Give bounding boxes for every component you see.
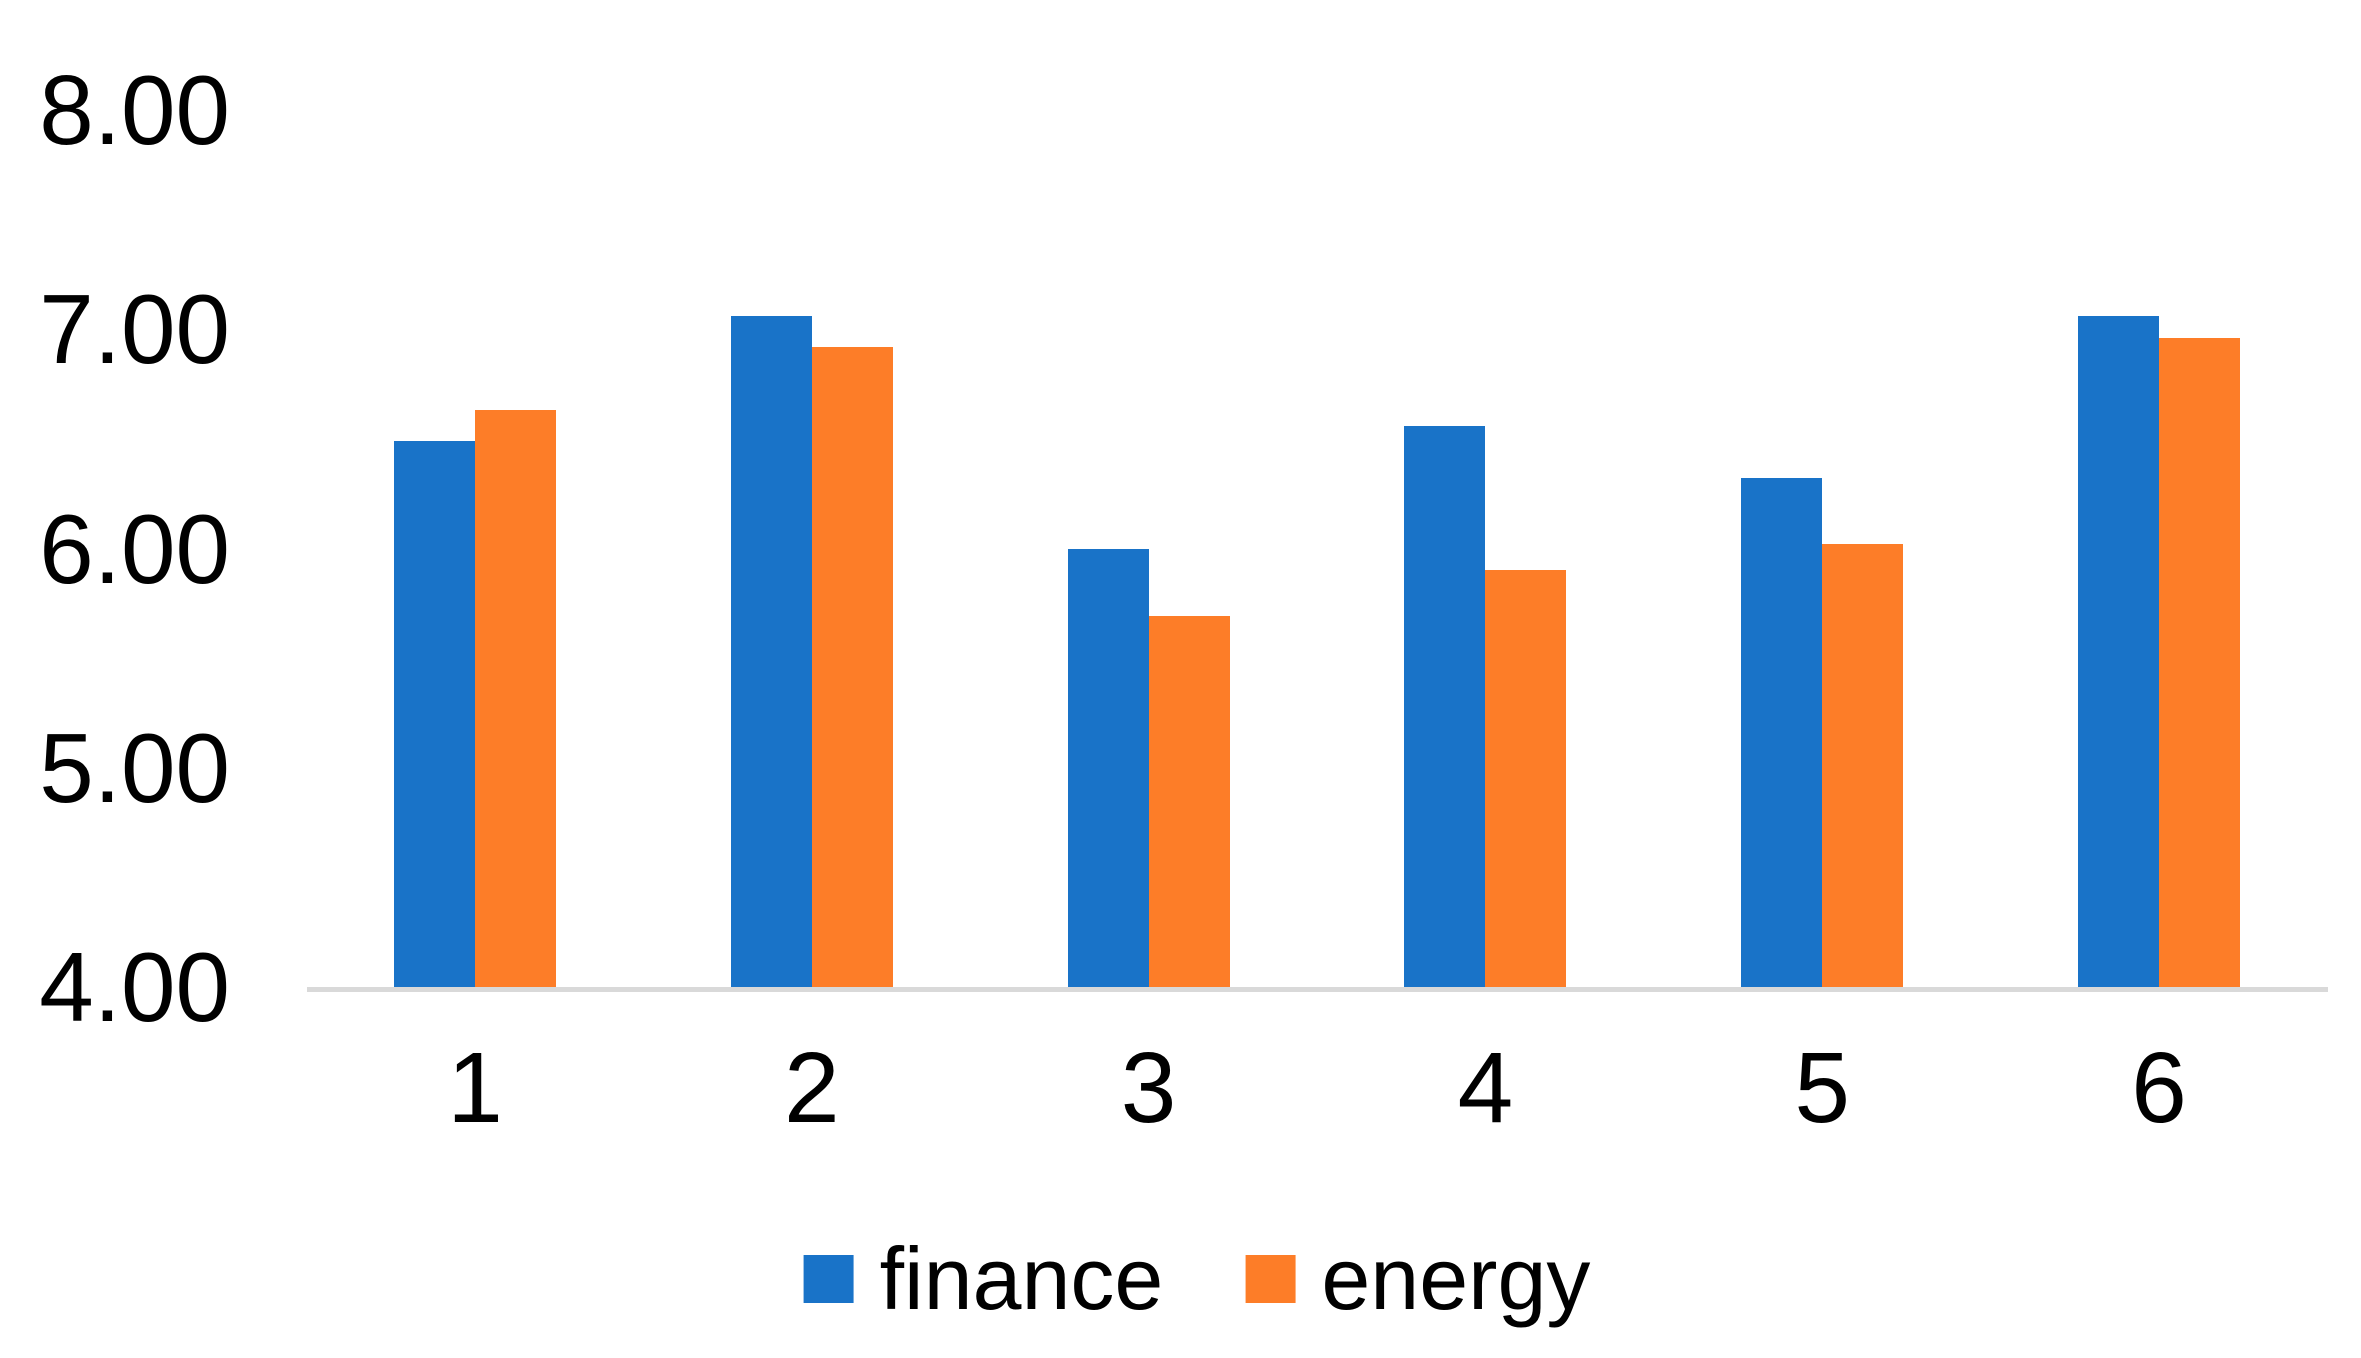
legend-swatch-energy [1245,1255,1296,1303]
y-axis-tick-label: 8.00 [39,55,230,165]
legend-label-finance: finance [879,1229,1164,1328]
legend-swatch-finance [803,1255,854,1303]
bar-energy-category-2 [811,346,893,987]
legend: finance energy [803,1229,1590,1328]
bar-finance-category-2 [730,316,812,987]
x-axis-label-5: 5 [1794,1032,1850,1144]
bar-energy-category-1 [475,410,556,987]
x-axis-label-6: 6 [2131,1032,2187,1144]
bar-finance-category-3 [1067,548,1149,987]
y-axis-tick-label: 5.00 [39,712,230,823]
bar-energy-category-5 [1822,544,1904,987]
legend-label-energy: energy [1321,1229,1591,1328]
y-axis-tick-label: 4.00 [39,932,230,1042]
bar-energy-category-6 [2159,338,2240,987]
x-axis-line [307,987,2328,992]
legend-item-energy: energy [1245,1235,1590,1323]
bar-finance-category-5 [1741,478,1823,987]
y-axis-tick-label: 6.00 [39,493,230,604]
x-axis-label-2: 2 [783,1032,840,1144]
bar-finance-category-1 [394,441,475,987]
x-axis-label-4: 4 [1457,1032,1514,1144]
x-axis-label-3: 3 [1120,1032,1177,1144]
legend-item-finance: finance [803,1229,1164,1328]
bar-finance-category-6 [2078,316,2159,987]
bar-finance-category-4 [1404,425,1486,987]
x-axis-label-1: 1 [447,1032,503,1144]
bar-energy-category-4 [1485,570,1567,987]
y-axis-tick-label: 7.00 [39,274,230,385]
bar-energy-category-3 [1148,616,1230,987]
